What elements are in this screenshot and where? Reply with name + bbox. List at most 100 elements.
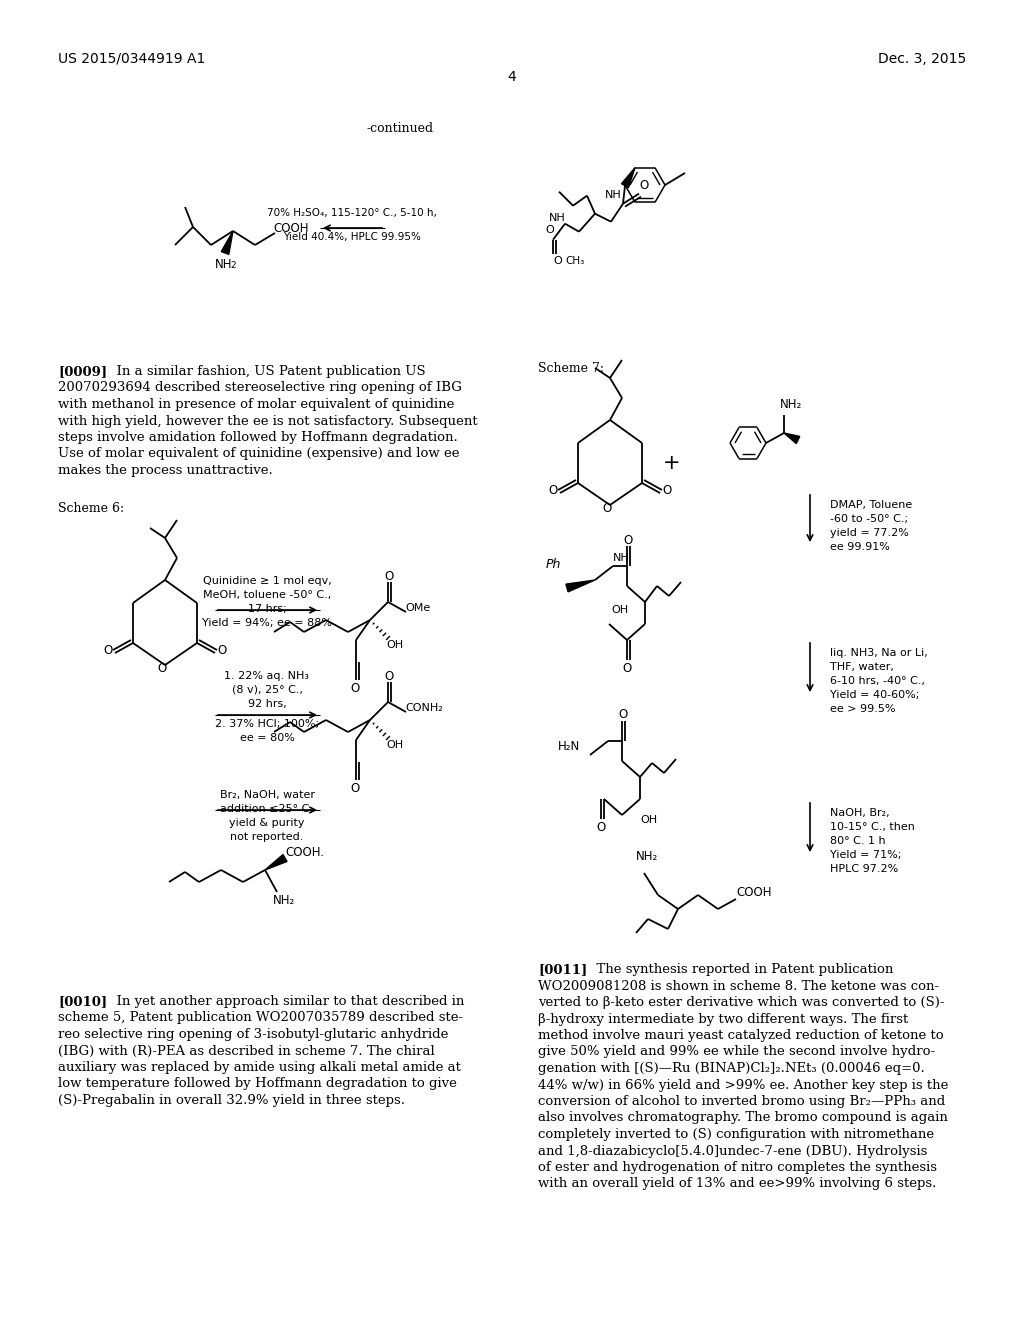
Text: NH: NH: [549, 213, 565, 223]
Text: reo selective ring opening of 3-isobutyl-glutaric anhydride: reo selective ring opening of 3-isobutyl…: [58, 1028, 449, 1041]
Text: with high yield, however the ee is not satisfactory. Subsequent: with high yield, however the ee is not s…: [58, 414, 477, 428]
Text: ee = 80%: ee = 80%: [240, 733, 295, 743]
Text: OH: OH: [386, 640, 403, 649]
Text: OH: OH: [386, 741, 403, 750]
Text: 2: 2: [230, 261, 236, 271]
Text: low temperature followed by Hoffmann degradation to give: low temperature followed by Hoffmann deg…: [58, 1077, 457, 1090]
Polygon shape: [784, 433, 800, 444]
Text: and 1,8-diazabicyclo[5.4.0]undec-7-ene (DBU). Hydrolysis: and 1,8-diazabicyclo[5.4.0]undec-7-ene (…: [538, 1144, 928, 1158]
Text: The synthesis reported in Patent publication: The synthesis reported in Patent publica…: [588, 964, 893, 975]
Text: In yet another approach similar to that described in: In yet another approach similar to that …: [108, 995, 464, 1008]
Text: O: O: [553, 256, 562, 265]
Text: O: O: [596, 821, 605, 834]
Text: addition ≤25° C.: addition ≤25° C.: [220, 804, 313, 814]
Text: O: O: [662, 484, 672, 498]
Text: OMe: OMe: [406, 603, 430, 612]
Text: NH₂: NH₂: [780, 399, 802, 412]
Text: ee > 99.5%: ee > 99.5%: [830, 704, 896, 714]
Text: 17 hrs;: 17 hrs;: [248, 605, 287, 614]
Text: O: O: [618, 709, 628, 722]
Text: [0009]: [0009]: [58, 366, 108, 378]
Text: US 2015/0344919 A1: US 2015/0344919 A1: [58, 51, 206, 66]
Text: give 50% yield and 99% ee while the second involve hydro-: give 50% yield and 99% ee while the seco…: [538, 1045, 935, 1059]
Text: O: O: [602, 502, 611, 515]
Text: O: O: [622, 663, 631, 675]
Polygon shape: [265, 854, 287, 870]
Text: Yield 40.4%, HPLC 99.95%: Yield 40.4%, HPLC 99.95%: [283, 232, 421, 242]
Text: with an overall yield of 13% and ee>99% involving 6 steps.: with an overall yield of 13% and ee>99% …: [538, 1177, 936, 1191]
Text: In a similar fashion, US Patent publication US: In a similar fashion, US Patent publicat…: [108, 366, 426, 378]
Text: +: +: [664, 453, 681, 473]
Text: COOH: COOH: [736, 887, 771, 899]
Text: Br₂, NaOH, water: Br₂, NaOH, water: [219, 789, 314, 800]
Polygon shape: [221, 231, 233, 255]
Text: auxiliary was replaced by amide using alkali metal amide at: auxiliary was replaced by amide using al…: [58, 1061, 461, 1074]
Text: liq. NH3, Na or Li,: liq. NH3, Na or Li,: [830, 648, 928, 657]
Text: Yield = 71%;: Yield = 71%;: [830, 850, 901, 861]
Text: CH₃: CH₃: [565, 256, 585, 265]
Text: 1. 22% aq. NH₃: 1. 22% aq. NH₃: [224, 671, 309, 681]
Text: 70% H₂SO₄, 115-120° C., 5-10 h,: 70% H₂SO₄, 115-120° C., 5-10 h,: [267, 209, 437, 218]
Text: conversion of alcohol to inverted bromo using Br₂—PPh₃ and: conversion of alcohol to inverted bromo …: [538, 1096, 945, 1107]
Text: ee 99.91%: ee 99.91%: [830, 543, 890, 552]
Text: genation with [(S)—Ru (BINAP)Cl₂]₂.NEt₃ (0.00046 eq=0.: genation with [(S)—Ru (BINAP)Cl₂]₂.NEt₃ …: [538, 1063, 925, 1074]
Text: yield & purity: yield & purity: [229, 818, 305, 828]
Text: CONH₂: CONH₂: [406, 704, 442, 713]
Text: 20070293694 described stereoselective ring opening of IBG: 20070293694 described stereoselective ri…: [58, 381, 462, 395]
Text: 44% w/w) in 66% yield and >99% ee. Another key step is the: 44% w/w) in 66% yield and >99% ee. Anoth…: [538, 1078, 948, 1092]
Text: 80° C. 1 h: 80° C. 1 h: [830, 836, 886, 846]
Text: O: O: [639, 180, 648, 193]
Text: COOH.: COOH.: [285, 846, 324, 858]
Text: O: O: [350, 682, 359, 696]
Text: Use of molar equivalent of quinidine (expensive) and low ee: Use of molar equivalent of quinidine (ex…: [58, 447, 460, 461]
Text: O: O: [384, 669, 393, 682]
Text: Scheme 6:: Scheme 6:: [58, 502, 124, 515]
Text: O: O: [217, 644, 226, 657]
Text: O: O: [384, 569, 393, 582]
Text: β-hydroxy intermediate by two different ways. The first: β-hydroxy intermediate by two different …: [538, 1012, 908, 1026]
Text: (8 v), 25° C.,: (8 v), 25° C.,: [231, 685, 302, 696]
Text: 4: 4: [508, 70, 516, 84]
Text: method involve mauri yeast catalyzed reduction of ketone to: method involve mauri yeast catalyzed red…: [538, 1030, 944, 1041]
Text: (S)-Pregabalin in overall 32.9% yield in three steps.: (S)-Pregabalin in overall 32.9% yield in…: [58, 1094, 406, 1107]
Text: Dec. 3, 2015: Dec. 3, 2015: [878, 51, 966, 66]
Text: NH: NH: [605, 190, 622, 199]
Text: verted to β-keto ester derivative which was converted to (S)-: verted to β-keto ester derivative which …: [538, 997, 944, 1008]
Text: Scheme 7:: Scheme 7:: [538, 362, 604, 375]
Text: Yield = 40-60%;: Yield = 40-60%;: [830, 690, 920, 700]
Text: OH: OH: [611, 605, 628, 615]
Text: COOH: COOH: [273, 222, 308, 235]
Text: (IBG) with (R)-PEA as described in scheme 7. The chiral: (IBG) with (R)-PEA as described in schem…: [58, 1044, 435, 1057]
Text: makes the process unattractive.: makes the process unattractive.: [58, 465, 272, 477]
Text: O: O: [623, 533, 632, 546]
Text: -60 to -50° C.;: -60 to -50° C.;: [830, 513, 908, 524]
Text: [0011]: [0011]: [538, 964, 587, 975]
Text: 10-15° C., then: 10-15° C., then: [830, 822, 914, 832]
Polygon shape: [566, 579, 595, 591]
Text: not reported.: not reported.: [230, 832, 304, 842]
Text: NH₂: NH₂: [636, 850, 658, 863]
Text: 6-10 hrs, -40° C.,: 6-10 hrs, -40° C.,: [830, 676, 925, 686]
Polygon shape: [622, 168, 635, 187]
Text: MeOH, toluene -50° C.,: MeOH, toluene -50° C.,: [203, 590, 331, 601]
Text: scheme 5, Patent publication WO2007035789 described ste-: scheme 5, Patent publication WO200703578…: [58, 1011, 463, 1024]
Text: steps involve amidation followed by Hoffmann degradation.: steps involve amidation followed by Hoff…: [58, 432, 458, 444]
Text: O: O: [545, 224, 554, 235]
Text: DMAP, Toluene: DMAP, Toluene: [830, 500, 912, 510]
Text: WO2009081208 is shown in scheme 8. The ketone was con-: WO2009081208 is shown in scheme 8. The k…: [538, 979, 939, 993]
Text: Yield = 94%; ee = 88%: Yield = 94%; ee = 88%: [202, 618, 332, 628]
Text: H₂N: H₂N: [558, 741, 581, 754]
Text: 2. 37% HCl; 100%;: 2. 37% HCl; 100%;: [215, 719, 319, 729]
Text: yield = 77.2%: yield = 77.2%: [830, 528, 909, 539]
Text: NH: NH: [215, 257, 232, 271]
Text: -continued: -continued: [367, 121, 433, 135]
Text: of ester and hydrogenation of nitro completes the synthesis: of ester and hydrogenation of nitro comp…: [538, 1162, 937, 1173]
Text: [0010]: [0010]: [58, 995, 108, 1008]
Text: also involves chromatography. The bromo compound is again: also involves chromatography. The bromo …: [538, 1111, 948, 1125]
Text: NH₂: NH₂: [273, 894, 295, 907]
Text: OH: OH: [640, 814, 657, 825]
Text: completely inverted to (S) configuration with nitromethane: completely inverted to (S) configuration…: [538, 1129, 934, 1140]
Text: NaOH, Br₂,: NaOH, Br₂,: [830, 808, 890, 818]
Text: THF, water,: THF, water,: [830, 663, 894, 672]
Text: 92 hrs,: 92 hrs,: [248, 700, 287, 709]
